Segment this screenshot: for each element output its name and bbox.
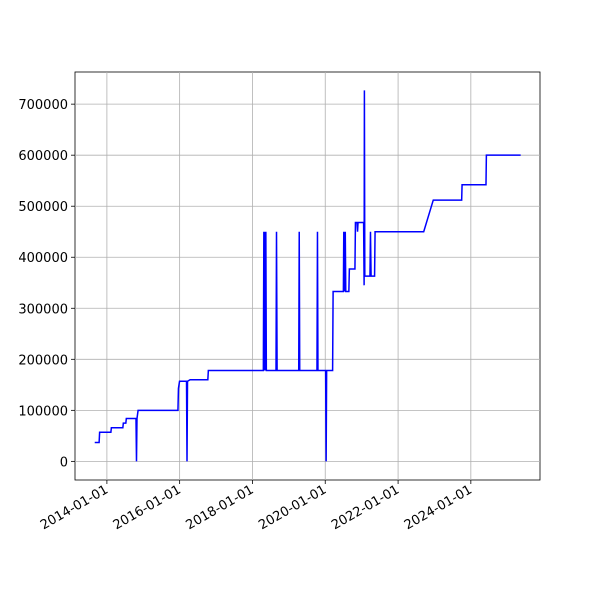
y-tick-label: 300000	[18, 302, 68, 317]
x-tick-label: 2014-01-01	[38, 482, 111, 533]
x-tick-label: 2022-01-01	[329, 482, 402, 533]
y-tick-label: 0	[60, 455, 68, 470]
y-tick-label: 700000	[18, 98, 68, 113]
x-tick-label: 2024-01-01	[402, 482, 475, 533]
x-tick-label: 2020-01-01	[256, 482, 329, 533]
y-tick-label: 100000	[18, 404, 68, 419]
y-tick-label: 200000	[18, 353, 68, 368]
y-tick-label: 400000	[18, 251, 68, 266]
y-tick-label: 600000	[18, 149, 68, 164]
data-line	[94, 90, 521, 462]
y-tick-label: 500000	[18, 200, 68, 215]
x-tick-label: 2016-01-01	[111, 482, 184, 533]
plot-frame	[74, 71, 541, 481]
x-tick-label: 2018-01-01	[184, 482, 257, 533]
